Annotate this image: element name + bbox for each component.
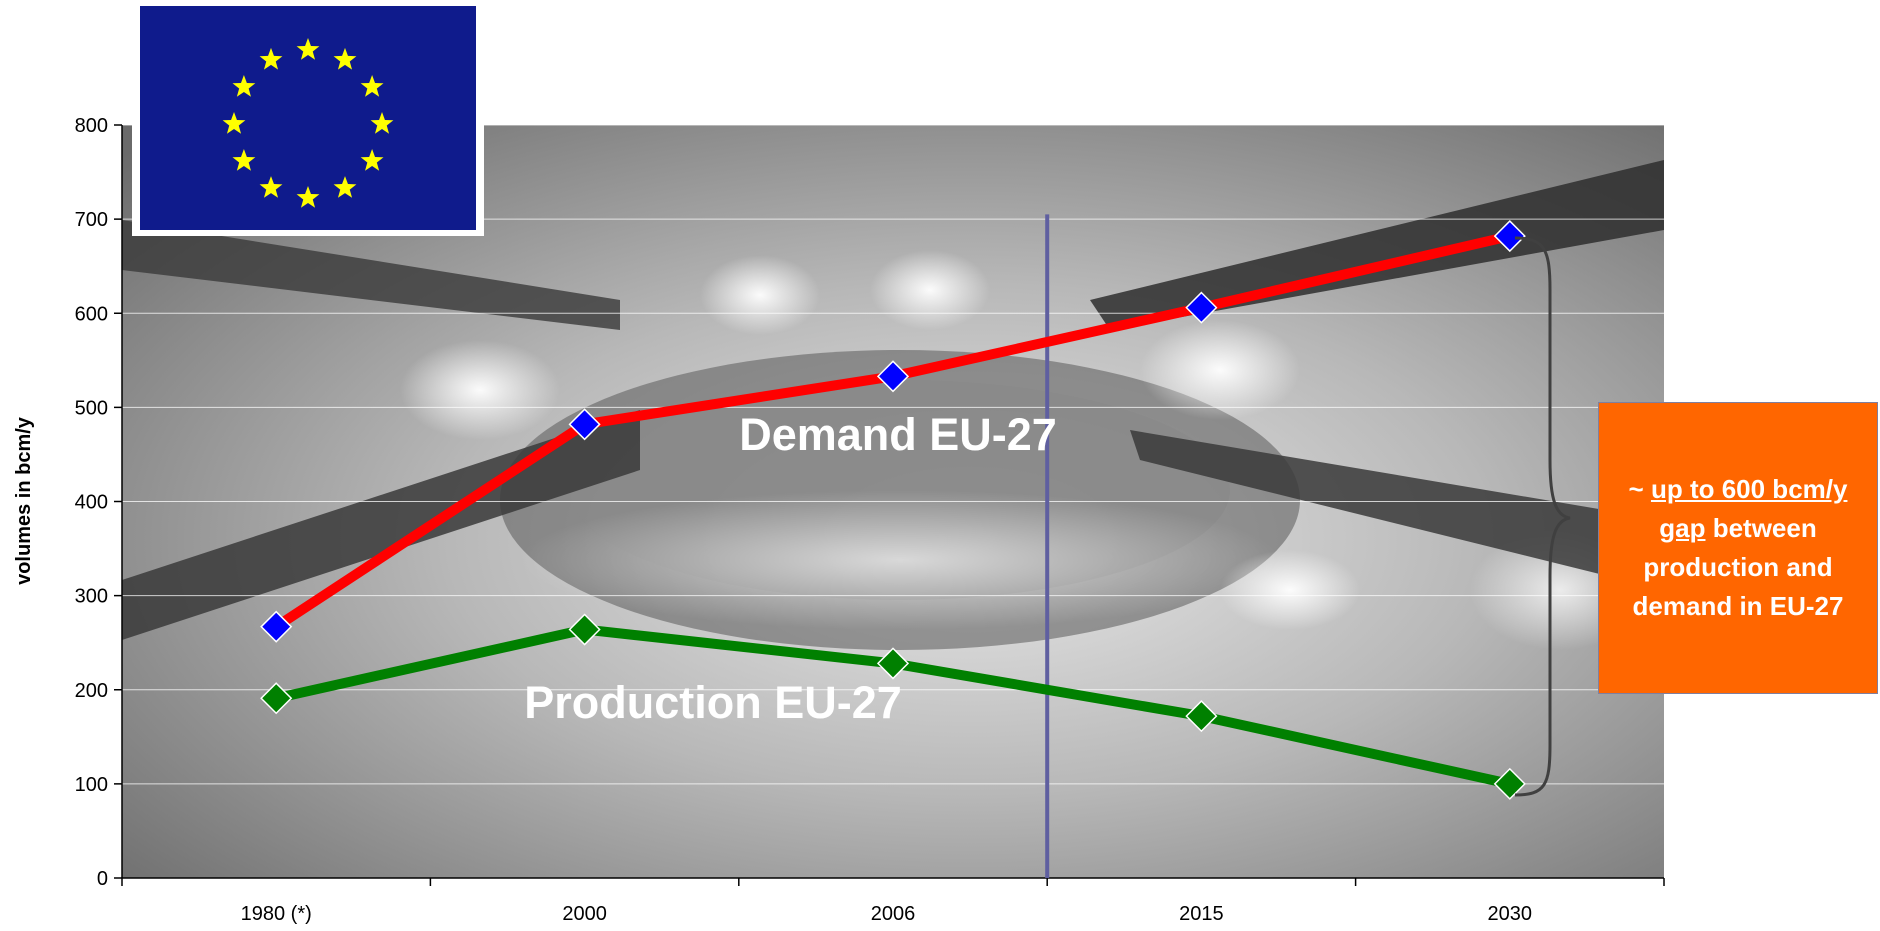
y-axis: 0 100 200 300 400 500 600 700 800 — [75, 115, 123, 890]
y-tick-label: 400 — [75, 492, 108, 514]
star-icon — [222, 112, 246, 134]
data-point-1-1 — [568, 613, 601, 646]
y-tick-label: 100 — [75, 774, 108, 796]
data-point-1-2 — [876, 647, 910, 680]
callout-emph-1: up to 600 bcm/y — [1650, 474, 1848, 504]
flag-stars — [222, 38, 394, 208]
x-tick-label: 2006 — [871, 903, 916, 925]
star-icon — [296, 38, 320, 60]
star-icon — [259, 47, 283, 70]
star-icon — [360, 75, 384, 97]
grid-lines — [122, 124, 1664, 785]
x-axis: 1980 (*) 2000 2006 2015 2030 — [121, 877, 1665, 925]
y-tick-label: 0 — [97, 868, 108, 890]
y-tick-label: 200 — [75, 680, 108, 702]
series-label-demand: Demand EU-27 — [739, 409, 1057, 460]
data-point-1-3 — [1185, 700, 1218, 733]
data-point-1-4 — [1493, 767, 1526, 800]
gap-callout: ~ up to 600 bcm/y gap between production… — [1598, 402, 1878, 694]
data-point-0-4 — [1493, 220, 1526, 253]
callout-emph-2: gap — [1659, 513, 1706, 543]
series-label-production: Production EU-27 — [524, 677, 902, 728]
eu-flag-icon — [140, 6, 476, 230]
y-tick-label: 800 — [75, 115, 108, 137]
x-tick-label: 2000 — [562, 903, 607, 925]
callout-rest: between production and demand in EU-27 — [1632, 513, 1844, 621]
x-tick-label: 1980 (*) — [241, 903, 312, 925]
y-tick-label: 500 — [75, 397, 108, 419]
star-icon — [370, 112, 394, 134]
data-point-0-2 — [876, 360, 910, 393]
x-tick-label: 2015 — [1179, 903, 1224, 925]
callout-text: ~ up to 600 bcm/y gap between production… — [1605, 470, 1871, 626]
star-icon — [296, 186, 320, 208]
data-point-0-3 — [1185, 291, 1218, 324]
y-tick-label: 300 — [75, 586, 108, 608]
star-icon — [333, 176, 357, 198]
series-layer — [260, 220, 1526, 800]
star-icon — [360, 149, 384, 171]
gap-brace — [1514, 236, 1571, 797]
x-tick-label: 2030 — [1488, 903, 1533, 925]
y-tick-label: 700 — [75, 209, 108, 231]
star-icon — [232, 149, 256, 171]
y-tick-label: 600 — [75, 303, 108, 325]
eu-flag — [132, 0, 484, 236]
star-icon — [259, 176, 283, 198]
data-point-0-1 — [568, 408, 601, 441]
y-axis-label: volumes in bcm/y — [13, 416, 35, 585]
callout-prefix: ~ — [1628, 474, 1651, 504]
data-point-1-0 — [260, 682, 293, 715]
star-icon — [333, 47, 357, 70]
data-point-0-0 — [260, 610, 293, 643]
star-icon — [232, 75, 256, 97]
